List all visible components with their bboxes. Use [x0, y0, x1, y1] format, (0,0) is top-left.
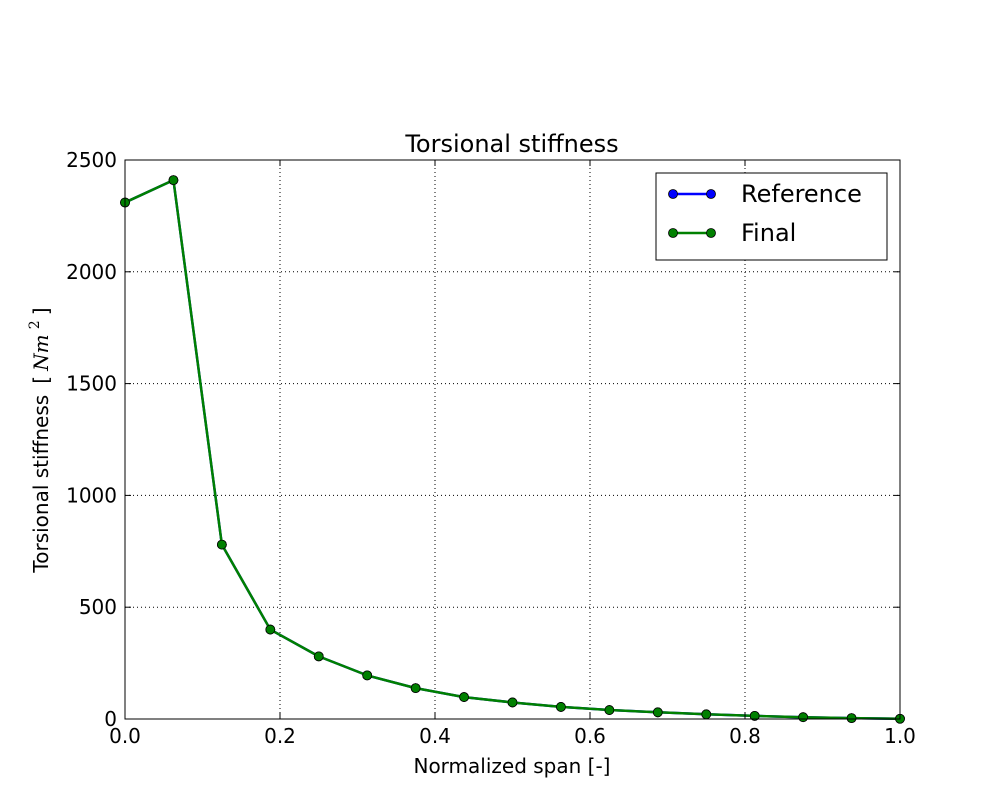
y-tick-label: 1000 — [66, 483, 117, 507]
y-axis-label: Torsional stiffness [ Nm 2 ] — [24, 307, 53, 573]
y-axis-label-unit-exp: 2 — [27, 320, 43, 329]
data-point-final — [846, 713, 857, 724]
data-point-final — [604, 705, 615, 715]
chart-title: Torsional stiffness — [404, 130, 618, 158]
y-tick-label: 2000 — [66, 260, 117, 284]
x-tick-label: 0.4 — [419, 724, 451, 748]
y-tick-label: 500 — [79, 595, 117, 619]
y-tick-label: 1500 — [66, 372, 117, 396]
data-point-final — [701, 709, 712, 720]
legend-box — [655, 172, 888, 261]
data-point-final — [313, 651, 324, 662]
data-point-final — [410, 683, 421, 694]
data-point-final — [798, 712, 809, 723]
legend: Reference Final — [655, 172, 888, 261]
y-tick-label: 0 — [104, 707, 117, 731]
y-axis-label-text: Torsional stiffness — [29, 395, 53, 574]
data-point-final — [168, 175, 179, 186]
x-tick-label: 0.6 — [574, 724, 606, 748]
ticks: 0.0 0.2 0.4 0.6 0.8 1.0 0 500 1000 1500 2000 2500 — [66, 148, 916, 748]
series-final — [120, 175, 905, 724]
data-point-final — [265, 624, 276, 635]
y-tick-label: 2500 — [66, 148, 117, 172]
y-axis-label-unit-base: Nm — [29, 334, 53, 371]
x-tick-label: 0.8 — [729, 724, 761, 748]
x-tick-label: 1.0 — [884, 724, 916, 748]
data-point-final — [556, 702, 566, 712]
data-point-final — [749, 710, 760, 721]
y-axis-label-unit-close: ] — [29, 307, 53, 315]
plot-frame — [124, 159, 901, 720]
data-point-final — [216, 539, 227, 550]
x-tick-label: 0.2 — [264, 724, 296, 748]
y-axis-label-unit-open: [ — [29, 376, 53, 384]
data-point-final — [459, 692, 469, 702]
series-layer — [120, 175, 905, 724]
legend-marker — [706, 189, 716, 199]
x-axis-label: Normalized span [-] — [413, 754, 610, 778]
legend-marker — [668, 228, 678, 238]
data-point-final — [362, 670, 373, 681]
legend-label-final: Final — [741, 219, 796, 247]
legend-label-reference: Reference — [741, 180, 862, 208]
legend-marker — [668, 189, 678, 199]
x-tick-label: 0.0 — [109, 724, 141, 748]
data-point-final — [507, 697, 518, 708]
legend-marker — [706, 228, 716, 238]
data-point-final — [652, 707, 663, 718]
